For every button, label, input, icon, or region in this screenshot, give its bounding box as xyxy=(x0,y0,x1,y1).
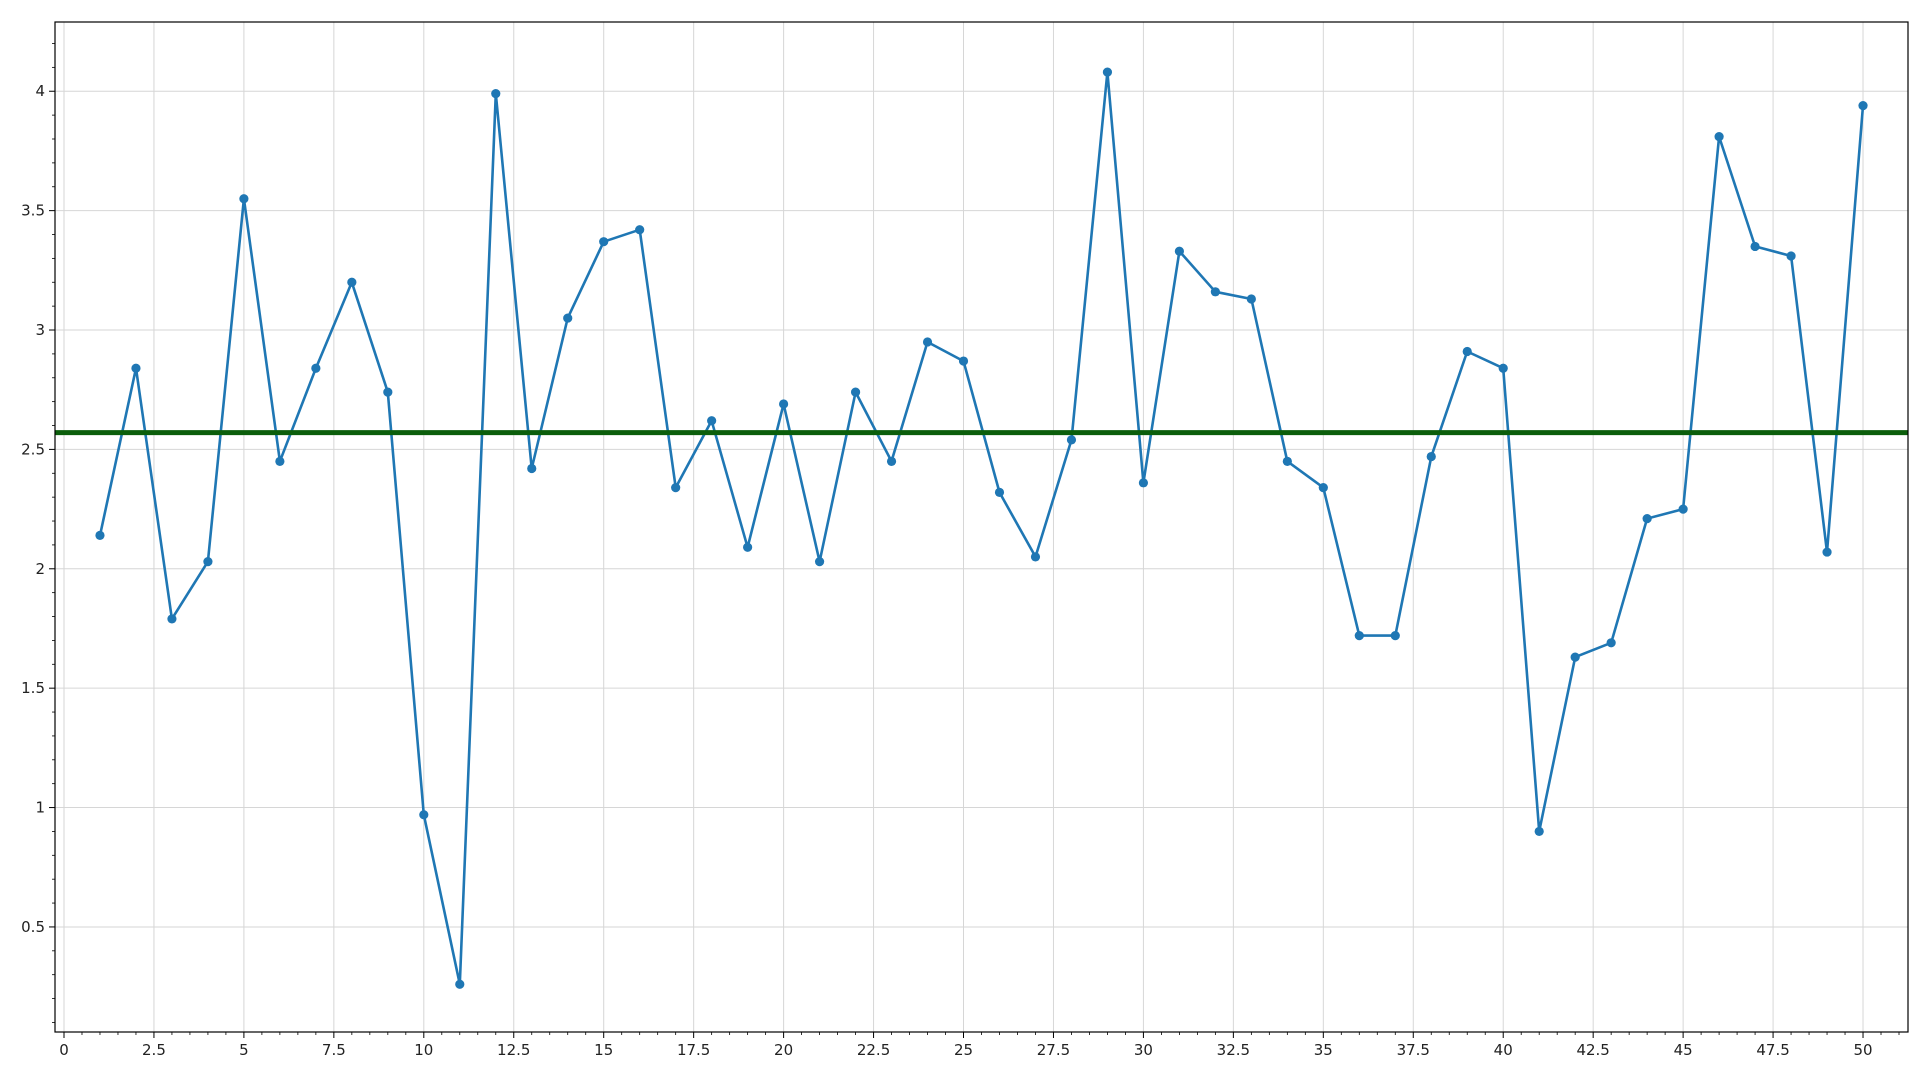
data-point xyxy=(1210,287,1220,297)
data-point xyxy=(1570,652,1580,662)
data-point xyxy=(1174,246,1184,256)
x-tick-label: 5 xyxy=(239,1041,249,1059)
data-point xyxy=(886,456,897,466)
data-point xyxy=(599,237,609,247)
x-tick-label: 7.5 xyxy=(322,1041,346,1059)
x-tick-label: 17.5 xyxy=(677,1041,710,1059)
x-tick-label: 32.5 xyxy=(1217,1041,1250,1059)
x-tick-label: 25 xyxy=(954,1041,973,1059)
data-point xyxy=(1498,363,1508,373)
data-point xyxy=(419,810,429,820)
data-point xyxy=(994,487,1005,497)
x-tick-label: 50 xyxy=(1853,1041,1872,1059)
data-point xyxy=(1786,251,1796,261)
data-point xyxy=(527,463,537,474)
data-point xyxy=(707,416,717,426)
data-point xyxy=(779,399,789,409)
y-tick-label: 1 xyxy=(35,799,45,817)
data-point xyxy=(1390,631,1400,641)
data-point xyxy=(1750,241,1760,252)
data-point xyxy=(1102,67,1113,77)
data-point xyxy=(167,614,177,624)
y-tick-label: 2.5 xyxy=(21,440,45,458)
data-point xyxy=(850,387,861,397)
x-tick-label: 47.5 xyxy=(1756,1041,1789,1059)
data-point xyxy=(1678,504,1688,514)
data-point xyxy=(491,89,501,99)
data-point xyxy=(203,557,213,567)
y-tick-label: 4 xyxy=(35,82,45,100)
data-point xyxy=(563,313,573,323)
y-tick-label: 3 xyxy=(35,321,45,339)
data-point xyxy=(455,979,465,989)
plot-frame xyxy=(54,21,1909,1033)
data-point xyxy=(1606,638,1616,648)
grid xyxy=(55,22,1908,1032)
y-tick-label: 3.5 xyxy=(21,202,45,220)
data-point xyxy=(1030,552,1041,562)
data-point xyxy=(1714,132,1724,142)
x-tick-label: 42.5 xyxy=(1576,1041,1609,1059)
data-point xyxy=(958,356,969,366)
data-point xyxy=(635,225,645,235)
x-tick-label: 27.5 xyxy=(1037,1041,1070,1059)
data-point xyxy=(1318,483,1328,493)
data-point xyxy=(1282,456,1292,466)
x-tick-label: 37.5 xyxy=(1397,1041,1430,1059)
data-point xyxy=(131,363,141,373)
data-point xyxy=(1858,100,1868,111)
data-point xyxy=(1138,478,1149,488)
data-point xyxy=(922,337,933,347)
data-point xyxy=(311,363,321,373)
x-tick-label: 10 xyxy=(414,1041,433,1059)
x-tick-label: 12.5 xyxy=(497,1041,530,1059)
data-point xyxy=(95,530,105,540)
x-tick-label: 45 xyxy=(1674,1041,1693,1059)
y-tick-label: 1.5 xyxy=(21,679,45,697)
data-point xyxy=(1642,514,1652,524)
data-point xyxy=(239,194,249,204)
data-point xyxy=(1066,435,1077,445)
x-tick-label: 0 xyxy=(59,1041,69,1059)
y-tick-label: 2 xyxy=(35,560,45,578)
data-point xyxy=(814,557,825,567)
x-tick-label: 35 xyxy=(1314,1041,1333,1059)
axis-ticks: 0 2.5 5 7.5 10 12.5 15 17.5 20 22.5 25 27.5 30 32.5 35… xyxy=(21,43,1900,1059)
data-point xyxy=(1354,631,1364,641)
data-point xyxy=(743,542,753,552)
data-point xyxy=(671,483,681,493)
series xyxy=(95,67,1868,989)
y-tick-label: 0.5 xyxy=(21,918,45,936)
x-tick-label: 2.5 xyxy=(142,1041,166,1059)
data-point xyxy=(1822,547,1832,557)
series-line xyxy=(98,70,1865,986)
x-tick-label: 40 xyxy=(1494,1041,1513,1059)
x-tick-label: 22.5 xyxy=(857,1041,890,1059)
data-point xyxy=(1534,826,1544,837)
data-point xyxy=(1426,451,1436,462)
x-tick-label: 30 xyxy=(1134,1041,1153,1059)
data-point xyxy=(347,277,357,287)
x-tick-label: 15 xyxy=(594,1041,613,1059)
x-tick-label: 20 xyxy=(774,1041,793,1059)
data-point xyxy=(383,387,393,397)
data-point xyxy=(275,456,285,466)
data-point xyxy=(1246,294,1256,304)
data-point xyxy=(1462,346,1472,357)
